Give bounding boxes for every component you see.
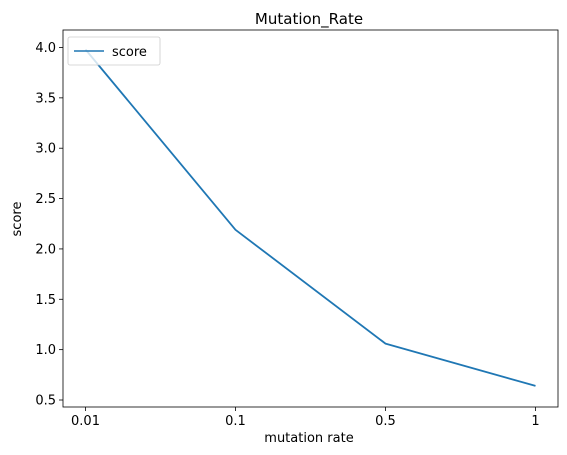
y-tick-label: 0.5 [35,394,56,409]
legend: score [68,37,160,65]
x-axis-label: mutation rate [264,431,353,446]
y-tick-label: 1.0 [35,343,56,358]
x-tick-label: 0.1 [225,414,246,429]
y-tick-label: 3.0 [35,142,56,157]
y-tick-label: 3.5 [35,91,56,106]
y-tick-label: 2.5 [35,192,56,207]
y-tick-label: 1.5 [35,293,56,308]
x-tick-label: 1 [531,414,539,429]
x-tick-label: 0.5 [375,414,396,429]
x-tick-label: 0.01 [71,414,100,429]
y-tick-label: 4.0 [35,41,56,56]
legend-label: score [112,45,147,60]
y-axis-label: score [10,202,25,237]
chart-title: Mutation_Rate [255,10,363,29]
y-tick-label: 2.0 [35,242,56,257]
